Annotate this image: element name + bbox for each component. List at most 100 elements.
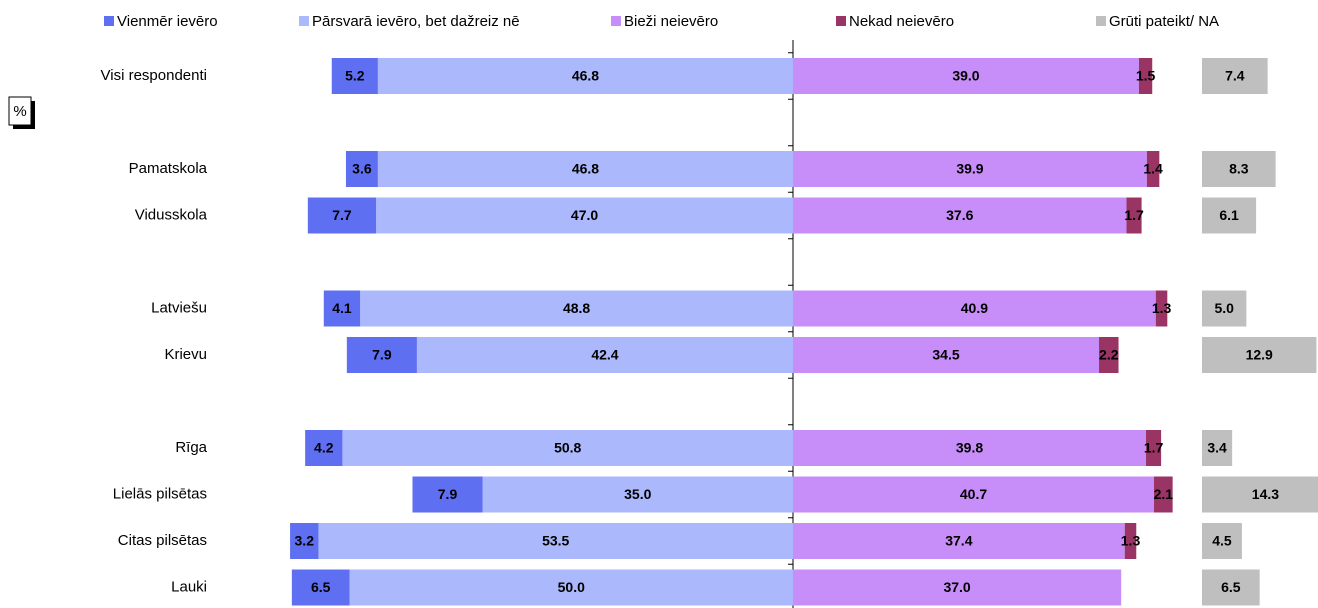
value-label: 14.3	[1252, 486, 1279, 502]
category-label: Latviešu	[151, 299, 207, 316]
value-label: 1.7	[1144, 440, 1164, 456]
value-label: 7.4	[1225, 68, 1245, 84]
bar	[349, 569, 793, 606]
value-label: 7.7	[332, 207, 352, 223]
value-label: 40.7	[960, 486, 987, 502]
value-label: 37.0	[943, 579, 970, 595]
category-label: Vidusskola	[135, 206, 208, 223]
legend-swatch	[836, 16, 846, 26]
bar	[1202, 430, 1233, 466]
value-label: 7.9	[438, 486, 458, 502]
bar	[793, 151, 1147, 187]
category-label: Lauki	[171, 578, 207, 595]
bar	[793, 58, 1139, 94]
bar	[1202, 58, 1268, 94]
bar	[1202, 476, 1318, 513]
legend-swatch	[104, 16, 114, 26]
bar	[1202, 151, 1276, 187]
bar	[1202, 197, 1257, 234]
legend-swatch	[611, 16, 621, 26]
category-label: Visi respondenti	[101, 67, 207, 84]
unit-label: %	[13, 103, 26, 120]
bar	[793, 197, 1127, 234]
value-label: 48.8	[563, 300, 590, 316]
bar	[377, 58, 793, 94]
bar	[1202, 290, 1247, 327]
bar	[331, 58, 378, 94]
bar	[416, 337, 793, 373]
bar	[1202, 569, 1260, 606]
value-label: 6.5	[1221, 579, 1241, 595]
value-label: 3.2	[295, 533, 315, 549]
bar	[342, 430, 793, 466]
legend-label: Vienmēr ievēro	[117, 13, 218, 30]
legend-label: Pārsvarā ievēro, bet dažreiz nē	[312, 13, 520, 30]
value-label: 37.4	[945, 533, 972, 549]
value-label: 40.9	[961, 300, 988, 316]
bar	[305, 430, 343, 466]
value-label: 8.3	[1229, 161, 1249, 177]
bar	[793, 476, 1155, 513]
bar	[793, 569, 1122, 606]
value-label: 37.6	[946, 207, 973, 223]
legend-swatch	[1096, 16, 1106, 26]
category-label: Rīga	[175, 439, 207, 456]
bar	[793, 430, 1147, 466]
category-label: Lielās pilsētas	[113, 485, 207, 502]
category-label: Pamatskola	[129, 160, 208, 177]
legend-label: Grūti pateikt/ NA	[1109, 13, 1219, 30]
value-label: 4.1	[332, 300, 352, 316]
value-label: 46.8	[572, 161, 599, 177]
bar	[482, 476, 793, 513]
legend-label: Bieži neievēro	[624, 13, 718, 30]
value-label: 46.8	[572, 68, 599, 84]
bar	[1146, 151, 1160, 187]
bar	[793, 337, 1100, 373]
value-label: 1.3	[1121, 533, 1141, 549]
bar	[345, 151, 378, 187]
value-label: 12.9	[1246, 347, 1273, 363]
value-label: 4.5	[1212, 533, 1232, 549]
category-label: Krievu	[164, 346, 207, 363]
bar	[1155, 290, 1168, 327]
value-label: 3.6	[352, 161, 372, 177]
value-label: 1.5	[1136, 68, 1156, 84]
bar	[793, 290, 1156, 327]
bar	[412, 476, 483, 513]
bar	[376, 197, 793, 234]
bar	[793, 523, 1125, 559]
value-label: 5.2	[345, 68, 365, 84]
bar	[291, 569, 350, 606]
bar	[307, 197, 377, 234]
bar	[1138, 58, 1153, 94]
value-label: 35.0	[624, 486, 651, 502]
value-label: 39.9	[956, 161, 983, 177]
bar	[290, 523, 319, 559]
bar	[346, 337, 417, 373]
value-label: 50.8	[554, 440, 581, 456]
legend-label: Nekad neievēro	[849, 13, 954, 30]
value-label: 7.9	[372, 347, 392, 363]
bar	[1202, 523, 1242, 559]
value-label: 1.4	[1143, 161, 1163, 177]
value-label: 50.0	[558, 579, 585, 595]
bar	[1154, 476, 1173, 513]
value-label: 42.4	[591, 347, 618, 363]
bar	[1146, 430, 1162, 466]
value-label: 2.2	[1099, 347, 1119, 363]
unit-box	[8, 96, 32, 126]
value-label: 6.5	[311, 579, 331, 595]
value-label: 39.8	[956, 440, 983, 456]
value-label: 39.0	[952, 68, 979, 84]
value-label: 6.1	[1219, 207, 1239, 223]
legend-swatch	[299, 16, 309, 26]
value-label: 47.0	[571, 207, 598, 223]
bar	[1126, 197, 1142, 234]
category-label: Citas pilsētas	[118, 532, 207, 549]
bar	[360, 290, 793, 327]
value-label: 1.7	[1124, 207, 1144, 223]
bar	[1202, 337, 1317, 373]
value-label: 34.5	[932, 347, 959, 363]
bar	[1099, 337, 1119, 373]
